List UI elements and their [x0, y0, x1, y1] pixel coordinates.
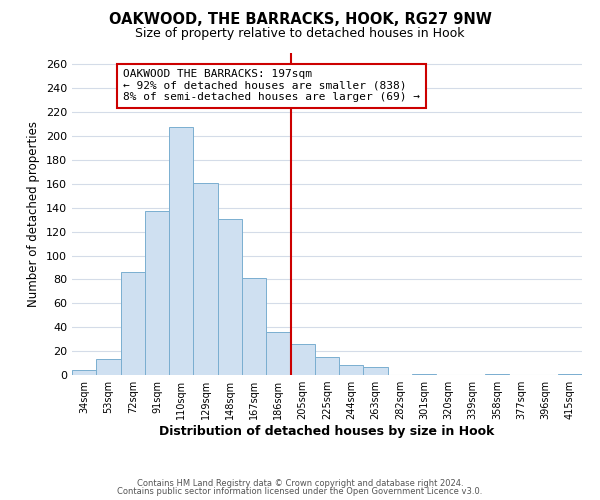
Bar	[96, 360, 121, 375]
Bar	[169, 126, 193, 375]
Bar	[485, 374, 509, 375]
X-axis label: Distribution of detached houses by size in Hook: Distribution of detached houses by size …	[160, 425, 494, 438]
Bar	[218, 218, 242, 375]
Text: OAKWOOD, THE BARRACKS, HOOK, RG27 9NW: OAKWOOD, THE BARRACKS, HOOK, RG27 9NW	[109, 12, 491, 28]
Bar	[145, 212, 169, 375]
Bar	[412, 374, 436, 375]
Text: OAKWOOD THE BARRACKS: 197sqm
← 92% of detached houses are smaller (838)
8% of se: OAKWOOD THE BARRACKS: 197sqm ← 92% of de…	[123, 69, 420, 102]
Bar	[364, 366, 388, 375]
Bar	[266, 332, 290, 375]
Bar	[72, 370, 96, 375]
Y-axis label: Number of detached properties: Number of detached properties	[28, 120, 40, 306]
Bar	[315, 357, 339, 375]
Bar	[290, 344, 315, 375]
Bar	[339, 366, 364, 375]
Bar	[558, 374, 582, 375]
Bar	[121, 272, 145, 375]
Bar	[242, 278, 266, 375]
Text: Contains public sector information licensed under the Open Government Licence v3: Contains public sector information licen…	[118, 487, 482, 496]
Text: Contains HM Land Registry data © Crown copyright and database right 2024.: Contains HM Land Registry data © Crown c…	[137, 478, 463, 488]
Bar	[193, 182, 218, 375]
Text: Size of property relative to detached houses in Hook: Size of property relative to detached ho…	[135, 28, 465, 40]
